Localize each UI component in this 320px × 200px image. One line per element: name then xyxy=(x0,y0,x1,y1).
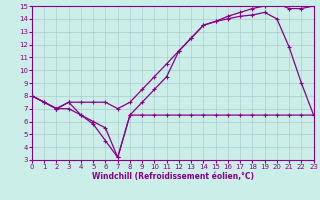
X-axis label: Windchill (Refroidissement éolien,°C): Windchill (Refroidissement éolien,°C) xyxy=(92,172,254,181)
